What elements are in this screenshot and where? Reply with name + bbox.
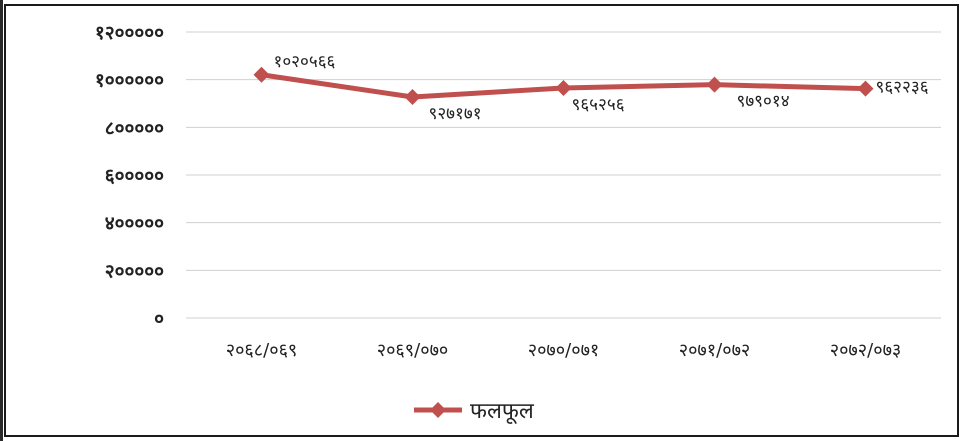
data-point-marker bbox=[253, 66, 270, 83]
x-tick-label: २०६८/०६९ bbox=[226, 340, 298, 361]
y-axis-tick-labels: ० २००००० ४००००० ६००००० ८००००० १०००००० १२००००० bbox=[95, 22, 164, 330]
data-point-marker bbox=[404, 89, 421, 106]
x-tick-label: २०७२/०७३ bbox=[830, 340, 902, 361]
series-layer bbox=[253, 66, 874, 106]
data-label: ९७९०१४ bbox=[737, 92, 790, 112]
chart-frame: ० २००००० ४००००० ६००००० ८००००० १०००००० १२००००० … bbox=[4, 4, 959, 437]
data-label: १०२०५६६ bbox=[274, 52, 336, 72]
legend: फलफूल bbox=[414, 399, 535, 425]
gridlines bbox=[186, 31, 941, 319]
frame-edge bbox=[0, 0, 3, 441]
data-label: ९६२२३६ bbox=[876, 78, 929, 98]
data-label: ९२७१७१ bbox=[429, 104, 482, 124]
x-tick-label: २०६९/०७० bbox=[377, 340, 449, 361]
y-tick-label: ४००००० bbox=[105, 213, 164, 235]
x-tick-label: २०७१/०७२ bbox=[679, 340, 751, 361]
y-tick-label: ८००००० bbox=[105, 117, 164, 139]
data-point-marker bbox=[706, 76, 723, 93]
y-tick-label: ६००००० bbox=[105, 165, 164, 187]
line-chart: ०२०००००४०००००६०००००८०००००१००००००१२००००० … bbox=[95, 22, 941, 425]
y-tick-label: १२००००० bbox=[95, 22, 164, 44]
y-tick-label: २००००० bbox=[105, 260, 164, 282]
legend-marker bbox=[430, 402, 446, 418]
y-tick-label: ० bbox=[154, 308, 164, 330]
x-axis-tick-labels: २०६८/०६९ २०६९/०७० २०७०/०७१ २०७१/०७२ २०७२/०७३ bbox=[226, 340, 902, 361]
data-point-marker bbox=[857, 80, 874, 97]
y-tick-label: १०००००० bbox=[95, 70, 164, 92]
x-tick-label: २०७०/०७१ bbox=[528, 340, 600, 361]
data-label: ९६५२५६ bbox=[572, 95, 625, 115]
data-labels-layer: १०२०५६६ ९२७१७१ ९६५२५६ ९७९०१४ ९६२२३६ bbox=[274, 52, 929, 124]
legend-label: फलफूल bbox=[470, 399, 535, 425]
data-point-marker bbox=[555, 79, 572, 96]
